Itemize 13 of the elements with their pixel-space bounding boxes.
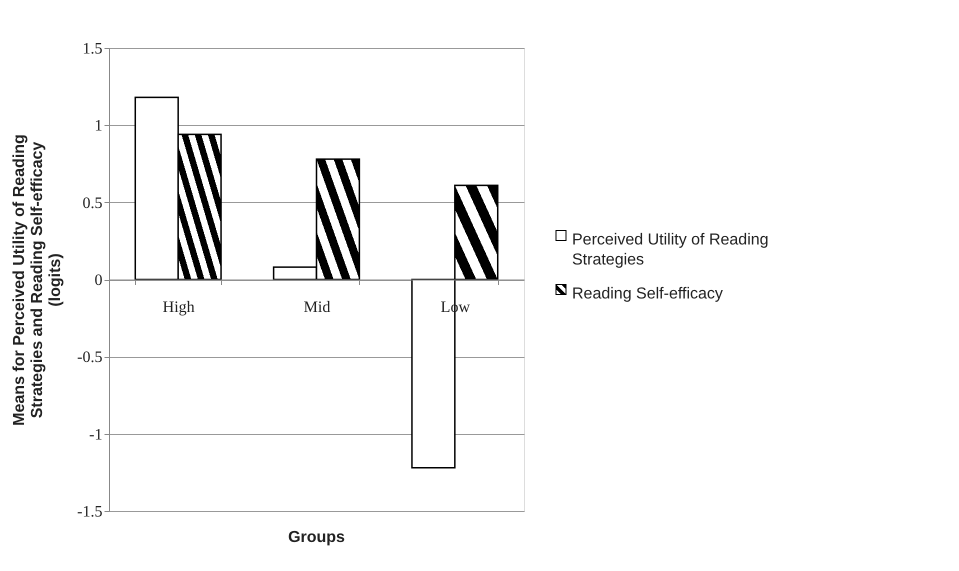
legend-label: Reading Self-efficacy bbox=[572, 286, 723, 302]
y-tick-label: 0.5 bbox=[82, 194, 102, 212]
x-tick-label: High bbox=[162, 299, 195, 316]
y-tick-label: 1.5 bbox=[82, 40, 102, 58]
y-tick-label: 0 bbox=[94, 272, 102, 289]
legend-label: Perceived Utility of Reading Strategies bbox=[572, 232, 769, 268]
y-tick-label: -1 bbox=[89, 426, 102, 444]
y-tick-label: -0.5 bbox=[77, 349, 102, 366]
y-tick-label: 1 bbox=[94, 118, 102, 135]
x-tick-label: Mid bbox=[304, 299, 330, 316]
y-axis-title: Means for Perceived Utility of Reading Strategies and Reading Self-efficacy (logits) bbox=[11, 134, 64, 426]
x-axis-title: Groups bbox=[288, 529, 346, 546]
y-tick-label: -1.5 bbox=[77, 504, 102, 520]
